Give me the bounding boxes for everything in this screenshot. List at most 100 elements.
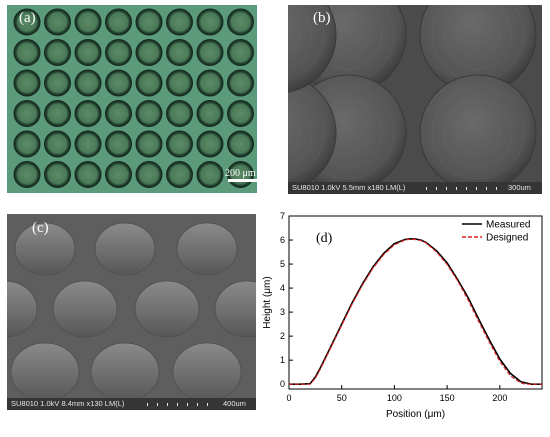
lens-cell: [105, 69, 132, 97]
x-tick-label: 0: [286, 393, 291, 403]
lens-cell: [13, 161, 41, 188]
sem-tilted-lens: [94, 222, 156, 276]
lens-ring: [288, 113, 301, 153]
lens-cell: [227, 8, 254, 36]
lens-cell: [105, 8, 132, 36]
lens-cell: [44, 69, 71, 97]
panel-c-scale-ticks: [147, 403, 217, 406]
panel-c-footer: SU8010 1.0kV 8.4mm x130 LM(L) 400um: [7, 398, 256, 410]
lens-ring: [288, 87, 325, 179]
panel-b-scale-ticks: [426, 187, 506, 190]
lens-cell: [44, 39, 71, 66]
lens-cell: [135, 8, 163, 36]
panel-b-sem: (b) SU8010 1.0kV 5.5mm x180 LM(L) 300um: [288, 5, 542, 194]
lens-cell: [44, 8, 71, 36]
panel-b-footer: SU8010 1.0kV 5.5mm x180 LM(L) 300um: [288, 182, 542, 194]
lens-cell: [74, 39, 102, 66]
lens-cell: [166, 130, 193, 158]
sem-image-c: [7, 222, 256, 402]
panel-c-label: (c): [32, 220, 49, 236]
lens-cell: [74, 161, 102, 188]
sem-tilted-lens: [90, 342, 160, 402]
sem-tilted-lens: [14, 222, 76, 276]
lens-cell: [105, 39, 132, 66]
lens-cell: [196, 39, 224, 66]
legend-entry: Measured: [486, 220, 530, 231]
y-tick-label: 6: [280, 235, 285, 245]
panel-b-label: (b): [313, 10, 331, 26]
y-tick-label: 4: [280, 283, 285, 293]
y-tick-label: 0: [280, 379, 285, 389]
lens-ring: [288, 100, 313, 166]
panel-b-footer-info: SU8010 1.0kV 5.5mm x180 LM(L): [292, 183, 406, 192]
microlens-array-image: [13, 8, 254, 188]
sem-lens: [288, 5, 337, 93]
lens-cell: [166, 8, 193, 36]
lens-ring: [443, 98, 513, 168]
sem-tilted-lens: [52, 280, 118, 338]
lens-cell: [13, 69, 41, 97]
y-tick-label: 5: [280, 259, 285, 269]
lens-cell: [13, 100, 41, 127]
panel-d-chart: 0 50 100 150 200 0 1 2 3 4 5 6 7 Position (μm) Height …: [258, 200, 550, 437]
lens-cell: [227, 130, 254, 158]
lens-ring: [288, 5, 313, 68]
x-tick-label: 100: [387, 393, 402, 403]
sem-tilted-lens: [134, 280, 200, 338]
lens-cell: [166, 161, 193, 188]
lens-cell: [13, 39, 41, 66]
lens-cell: [105, 130, 132, 158]
lens-ring: [443, 5, 513, 70]
panel-a-micrograph: (a) 200 μm: [7, 5, 257, 193]
lens-cell: [105, 100, 132, 127]
y-axis-label: Height (μm): [262, 276, 273, 328]
x-tick-label: 50: [337, 393, 347, 403]
panel-c-sem: (c) SU8010 1.0kV 8.4mm x130 LM(L) 400um: [7, 214, 256, 410]
sem-tilted-lens: [7, 280, 38, 338]
panel-b-footer-scale: 300um: [508, 183, 531, 192]
panel-c-footer-info: SU8010 1.0kV 8.4mm x130 LM(L): [11, 399, 125, 408]
y-tick-label: 2: [280, 331, 285, 341]
panel-d-label: (d): [316, 231, 333, 246]
lens-cell: [196, 8, 224, 36]
lens-cell: [196, 130, 224, 158]
panel-a-label: (a): [19, 10, 36, 26]
x-tick-label: 150: [440, 393, 455, 403]
lens-cell: [74, 8, 102, 36]
lens-ring: [455, 110, 501, 156]
series-line-designed: [289, 238, 542, 385]
lens-cell: [44, 161, 71, 188]
lens-ring: [288, 5, 325, 81]
series-line-measured: [289, 237, 542, 385]
lens-cell: [135, 69, 163, 97]
lens-cell: [196, 161, 224, 188]
y-tick-label: 3: [280, 307, 285, 317]
lens-cell: [105, 161, 132, 188]
sem-tilted-lens: [10, 342, 80, 402]
lens-cell: [166, 39, 193, 66]
height-profile-chart: 0 50 100 150 200 0 1 2 3 4 5 6 7 Position (μm) Height …: [262, 211, 543, 420]
x-tick-label: 200: [492, 393, 507, 403]
sem-tilted-lens: [172, 342, 242, 402]
lens-cell: [135, 161, 163, 188]
lens-cell: [166, 69, 193, 97]
lens-cell: [74, 69, 102, 97]
lens-cell: [196, 69, 224, 97]
sem-image-b: [288, 5, 537, 192]
lens-cell: [74, 100, 102, 127]
lens-cell: [13, 8, 41, 36]
lens-ring: [455, 12, 501, 58]
lens-cell: [13, 130, 41, 158]
lens-cell: [227, 100, 254, 127]
sem-tilted-lens: [214, 280, 256, 338]
plot-frame: [288, 215, 543, 390]
lens-cell: [74, 130, 102, 158]
lens-cell: [135, 130, 163, 158]
lens-ring: [288, 15, 301, 55]
panel-c-footer-scale: 400um: [223, 399, 246, 408]
lens-cell: [44, 130, 71, 158]
lens-cell: [166, 100, 193, 127]
y-tick-label: 7: [280, 211, 285, 221]
lens-cell: [227, 69, 254, 97]
y-tick-label: 1: [280, 355, 285, 365]
